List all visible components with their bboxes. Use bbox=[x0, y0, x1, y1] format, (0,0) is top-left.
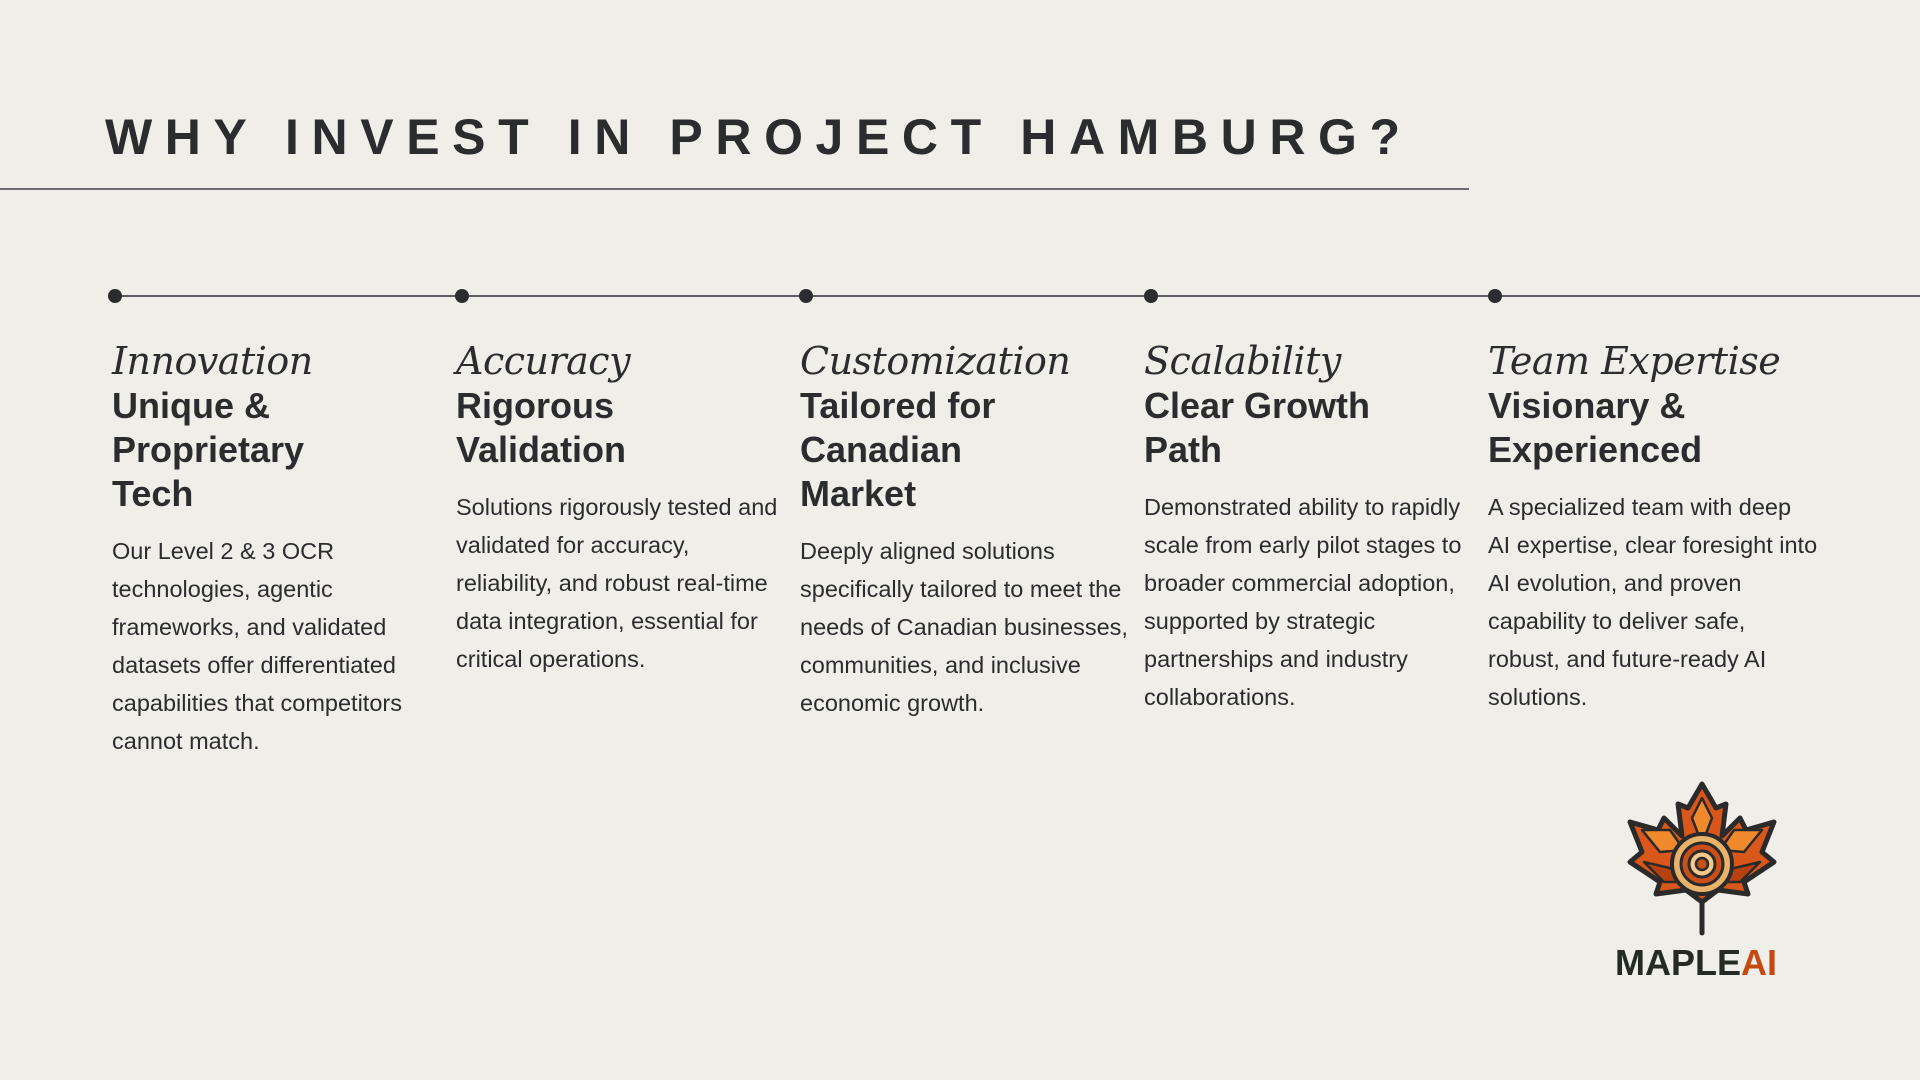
column-body: Deeply aligned solutions specifically ta… bbox=[800, 538, 1128, 716]
column-innovation: Innovation Unique & Proprietary Tech Our… bbox=[112, 336, 442, 760]
column-body: Our Level 2 & 3 OCR technologies, agenti… bbox=[112, 538, 402, 754]
timeline-dot bbox=[1144, 289, 1158, 303]
column-heading: Rigorous Validation bbox=[456, 385, 627, 470]
column-category: Scalability bbox=[1144, 339, 1341, 383]
column-body: Demonstrated ability to rapidly scale fr… bbox=[1144, 494, 1462, 710]
logo-word-maple: MAPLE bbox=[1615, 942, 1741, 983]
maple-ai-logo: MAPLEAI bbox=[1598, 778, 1798, 988]
column-scalability: Scalability Clear Growth Path Demonstrat… bbox=[1144, 336, 1474, 716]
logo-wordmark: MAPLEAI bbox=[1615, 941, 1777, 985]
title-divider bbox=[0, 188, 1469, 190]
column-heading: Clear Growth Path bbox=[1144, 385, 1371, 470]
timeline-dot bbox=[108, 289, 122, 303]
logo-word-ai: AI bbox=[1741, 942, 1777, 983]
timeline-dot bbox=[1488, 289, 1502, 303]
column-heading: Visionary & Experienced bbox=[1488, 385, 1703, 470]
column-category: Customization bbox=[800, 339, 1071, 383]
timeline-dot bbox=[455, 289, 469, 303]
timeline-dot bbox=[799, 289, 813, 303]
column-body: Solutions rigorously tested and validate… bbox=[456, 494, 778, 672]
column-body: A specialized team with deep AI expertis… bbox=[1488, 494, 1818, 710]
column-accuracy: Accuracy Rigorous Validation Solutions r… bbox=[456, 336, 786, 678]
maple-leaf-icon bbox=[1627, 781, 1777, 936]
column-category: Accuracy bbox=[456, 339, 631, 383]
column-category: Innovation bbox=[112, 339, 313, 383]
timeline-line bbox=[114, 295, 1920, 297]
column-customization: Customization Tailored for Canadian Mark… bbox=[800, 336, 1130, 722]
slide-title: WHY INVEST IN PROJECT HAMBURG? bbox=[105, 109, 1413, 165]
column-heading: Unique & Proprietary Tech bbox=[112, 385, 305, 514]
column-heading: Tailored for Canadian Market bbox=[800, 385, 996, 514]
column-team-expertise: Team Expertise Visionary & Experienced A… bbox=[1488, 336, 1818, 716]
column-category: Team Expertise bbox=[1488, 339, 1781, 383]
